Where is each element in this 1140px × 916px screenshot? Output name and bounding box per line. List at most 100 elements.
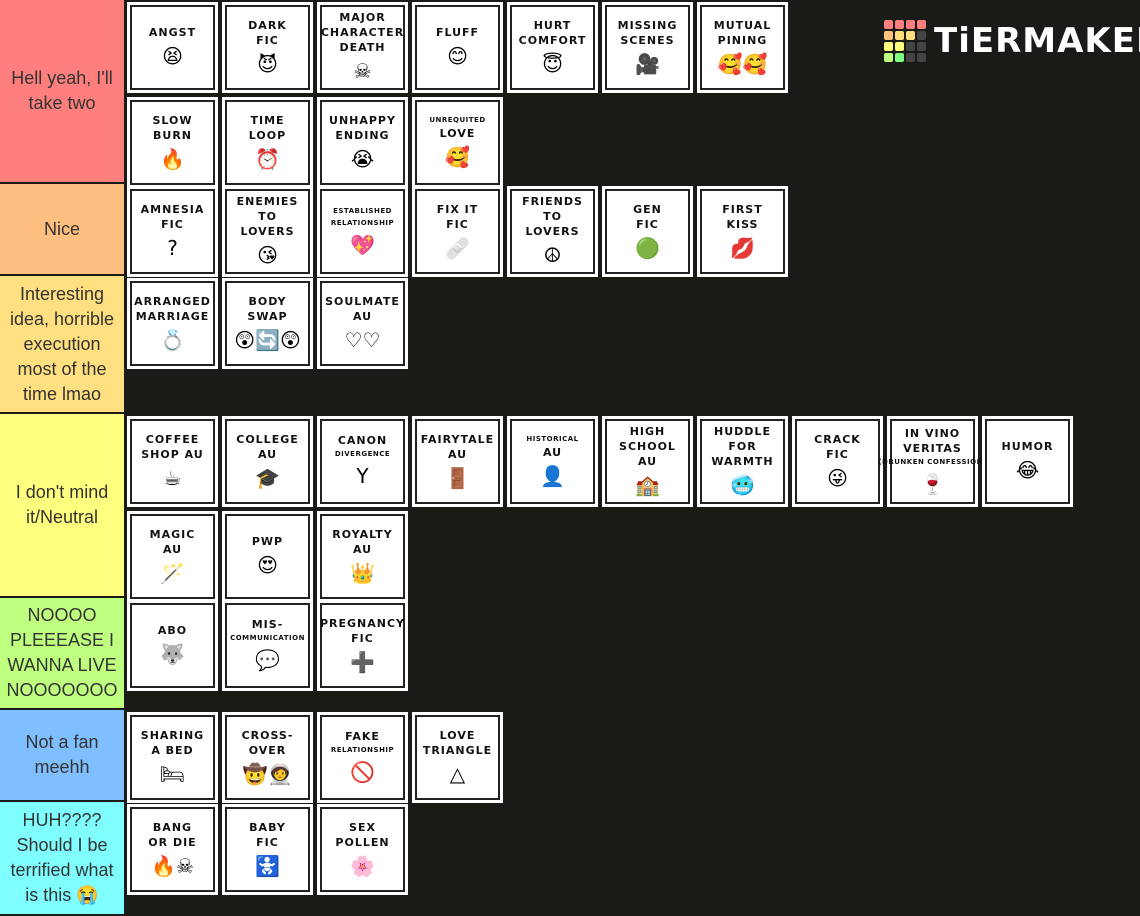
item-card: TIME LOOP ⏰: [225, 100, 310, 185]
tier-item[interactable]: ANGST 😫: [127, 2, 218, 93]
tier-row: Interesting idea, horrible execution mos…: [0, 276, 1140, 414]
tier-row: HUH???? Should I be terrified what is th…: [0, 802, 1140, 916]
item-text: FIC: [256, 835, 279, 849]
item-card: PREGNANCY FIC ➕: [320, 603, 405, 688]
tier-item[interactable]: SOULMATE AU ♡♡: [317, 278, 408, 369]
tier-item[interactable]: TIME LOOP ⏰: [222, 97, 313, 188]
tier-item[interactable]: SLOW BURN 🔥: [127, 97, 218, 188]
tier-item[interactable]: HURT COMFORT 😇: [507, 2, 598, 93]
tier-item[interactable]: LOVE TRIANGLE △: [412, 712, 503, 803]
tier-item[interactable]: BANG OR DIE 🔥☠: [127, 804, 218, 895]
tier-item[interactable]: AMNESIA FIC?: [127, 186, 218, 277]
tier-item[interactable]: FIX IT FIC 🩹: [412, 186, 503, 277]
tier-item[interactable]: PWP 😍: [222, 511, 313, 602]
tier-item[interactable]: CRACK FIC 😜: [792, 416, 883, 507]
item-text: COLLEGE: [236, 432, 299, 446]
item-card: SHARING A BED 🛏: [130, 715, 215, 800]
tier-item[interactable]: MISSING SCENES 🎥: [602, 2, 693, 93]
item-icon: 😈: [257, 51, 278, 76]
tier-item[interactable]: FIRST KISS 💋: [697, 186, 788, 277]
item-card: ROYALTY AU 👑: [320, 514, 405, 599]
item-text: ABO: [157, 624, 188, 637]
item-text: FIC: [351, 631, 374, 645]
tier-item[interactable]: SHARING A BED 🛏: [127, 712, 218, 803]
item-card: ESTABLISHED RELATIONSHIP 💖: [320, 189, 405, 274]
item-text: ENEMIES: [236, 195, 299, 208]
item-icon: △: [449, 761, 466, 786]
item-text: SCHOOL: [619, 440, 676, 453]
item-icon: 💍: [160, 327, 185, 352]
tier-item[interactable]: HISTORICAL AU 👤: [507, 416, 598, 507]
tier-item[interactable]: IN VINO VERITAS (DRUNKEN CONFESSION) 🍷: [878, 416, 986, 507]
tier-label: NOOOO PLEEEASE I WANNA LIVE NOOOOOOO: [0, 598, 124, 708]
item-text: ANGST: [148, 26, 197, 39]
tier-item[interactable]: ENEMIES TO LOVERS 😘: [222, 186, 313, 277]
tier-item[interactable]: FAKE RELATIONSHIP 🚫: [317, 712, 408, 803]
item-icon: 🤠🧑‍🚀: [242, 761, 293, 786]
tier-item[interactable]: ROYALTY AU 👑: [317, 511, 408, 602]
tier-item[interactable]: BABY FIC 🚼: [222, 804, 313, 895]
logo-grid: [884, 20, 926, 62]
item-text: FIRST: [722, 202, 763, 216]
item-card: ENEMIES TO LOVERS 😘: [225, 189, 310, 274]
tier-item[interactable]: ESTABLISHED RELATIONSHIP 💖: [317, 186, 408, 277]
item-text: (DRUNKEN CONFESSION): [878, 457, 987, 466]
tier-item[interactable]: HUMOR 😂: [982, 416, 1073, 507]
item-card: MAGIC AU 🪄: [130, 514, 215, 599]
tier-item[interactable]: MUTUAL PINING 🥰🥰: [697, 2, 788, 93]
item-icon: 😂: [1015, 458, 1040, 482]
item-icon: 👤: [540, 464, 565, 488]
item-text: VERITAS: [903, 441, 962, 455]
item-text: OVER: [248, 743, 287, 757]
item-text: FIC: [161, 217, 184, 231]
item-icon: ♡♡: [344, 327, 381, 352]
item-icon: 👑: [350, 560, 375, 585]
item-text: AU: [352, 542, 373, 556]
tier-item[interactable]: GEN FIC 🟢: [602, 186, 693, 277]
tier-item[interactable]: CANON DIVERGENCE Y: [317, 416, 408, 507]
logo: TiERMAKER: [884, 20, 1140, 62]
item-icon: 🍷: [920, 471, 945, 496]
tier-item[interactable]: FLUFF 😊: [412, 2, 503, 93]
item-text: COFFEE: [145, 432, 200, 446]
tier-item[interactable]: HUDDLE FOR WARMTH 🥶: [697, 416, 788, 507]
item-icon: ☮: [543, 243, 562, 267]
item-text: MAGIC: [149, 527, 196, 541]
tier-item[interactable]: ABO 🐺: [127, 600, 218, 691]
item-text: SLOW: [152, 113, 193, 127]
item-text: AMNESIA: [140, 202, 205, 216]
tier-item[interactable]: MAGIC AU 🪄: [127, 511, 218, 602]
item-text: POLLEN: [335, 835, 390, 849]
item-card: SLOW BURN 🔥: [130, 100, 215, 185]
tier-item[interactable]: COLLEGE AU 🎓: [222, 416, 313, 507]
tier-item[interactable]: PREGNANCY FIC ➕: [317, 600, 408, 691]
item-text: TO: [543, 210, 562, 223]
item-icon: 🐺: [160, 642, 185, 666]
item-text: DEATH: [339, 41, 386, 54]
tier-item[interactable]: FAIRYTALE AU 🚪: [412, 416, 503, 507]
tier-item[interactable]: MIS- COMMUNICATION 💬: [222, 600, 313, 691]
item-icon: 🛏: [159, 761, 186, 786]
tier-item[interactable]: COFFEE SHOP AU ☕: [127, 416, 218, 507]
item-card: FIRST KISS 💋: [700, 189, 785, 274]
tier-item[interactable]: HIGH SCHOOL AU 🏫: [602, 416, 693, 507]
item-icon: 😘: [257, 243, 278, 267]
item-text: SWAP: [247, 309, 288, 323]
item-card: COLLEGE AU 🎓: [225, 419, 310, 504]
item-text: CHARACTER: [320, 26, 405, 39]
item-text: ESTABLISHED: [333, 206, 392, 215]
tier-item[interactable]: UNREQUITED LOVE 🥰: [412, 97, 503, 188]
item-card: AMNESIA FIC?: [130, 189, 215, 274]
tier-item[interactable]: BODY SWAP 😲🔄😲: [222, 278, 313, 369]
tier-item[interactable]: DARK FIC 😈: [222, 2, 313, 93]
tier-item[interactable]: MAJOR CHARACTER DEATH ☠: [317, 2, 408, 93]
tier-item[interactable]: UNHAPPY ENDING 😭: [317, 97, 408, 188]
item-text: OR DIE: [148, 835, 197, 849]
tier-item[interactable]: SEX POLLEN 🌸: [317, 804, 408, 895]
item-text: RELATIONSHIP: [330, 218, 395, 227]
tier-item[interactable]: FRIENDS TO LOVERS ☮: [507, 186, 598, 277]
tier-item[interactable]: CROSS- OVER 🤠🧑‍🚀: [222, 712, 313, 803]
item-text: HURT: [533, 18, 572, 32]
tier-item[interactable]: ARRANGED MARRIAGE 💍: [127, 278, 218, 369]
